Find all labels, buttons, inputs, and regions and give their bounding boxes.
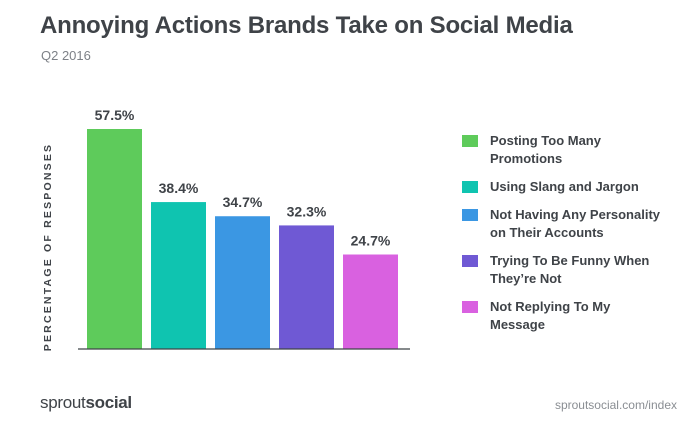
legend-swatch-1 (462, 135, 478, 147)
bar-chart: PERCENTAGE OF RESPONSES 57.5% 38.4% 34.7% 3… (42, 107, 410, 352)
legend-item-3: Not Having Any Personality on Their Accou… (462, 206, 692, 242)
legend-label-4-line-1: Trying To Be Funny When (490, 253, 650, 268)
bar-5 (343, 254, 398, 349)
bar-2 (151, 202, 206, 349)
legend-swatch-4 (462, 255, 478, 267)
legend-item-2: Using Slang and Jargon (462, 178, 692, 196)
bars-group (87, 129, 398, 349)
value-label-2: 38.4% (159, 180, 199, 196)
legend-label-3-line-2: on Their Accounts (490, 225, 604, 240)
legend-label-5-line-1: Not Replying To My (490, 299, 611, 314)
logo-text-sprout: sprout (40, 393, 86, 412)
chart-title: Annoying Actions Brands Take on Social M… (40, 12, 573, 39)
legend-label-4-line-2: They’re Not (490, 271, 562, 286)
legend-swatch-2 (462, 181, 478, 193)
bar-1 (87, 129, 142, 349)
value-label-4: 32.3% (287, 203, 327, 219)
legend-swatch-3 (462, 209, 478, 221)
legend-item-1: Posting Too Many Promotions (462, 132, 692, 168)
legend-item-5: Not Replying To My Message (462, 298, 692, 334)
value-labels-group: 57.5% 38.4% 34.7% 32.3% 24.7% (95, 107, 391, 248)
bar-3 (215, 216, 270, 349)
legend-swatch-5 (462, 301, 478, 313)
bar-4 (279, 225, 334, 349)
legend: Posting Too Many Promotions Using Slang an… (462, 132, 692, 334)
legend-label-5-line-2: Message (490, 317, 545, 332)
logo-text-social: social (85, 393, 132, 412)
chart-subtitle: Q2 2016 (41, 48, 91, 63)
value-label-3: 34.7% (223, 194, 263, 210)
legend-label-1-line-1: Posting Too Many (490, 133, 601, 148)
value-label-1: 57.5% (95, 107, 135, 123)
legend-label-2-line-1: Using Slang and Jargon (490, 179, 639, 194)
legend-label-3-line-1: Not Having Any Personality (490, 207, 660, 222)
sprout-social-logo: sproutsocial (40, 393, 132, 413)
legend-item-4: Trying To Be Funny When They’re Not (462, 252, 692, 288)
y-axis-label: PERCENTAGE OF RESPONSES (42, 143, 54, 352)
legend-label-1-line-2: Promotions (490, 151, 563, 166)
value-label-5: 24.7% (351, 232, 391, 248)
footer-url: sproutsocial.com/index (554, 398, 677, 412)
